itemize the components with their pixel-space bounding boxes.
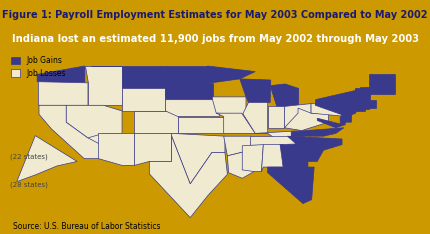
Polygon shape [355, 88, 367, 100]
Polygon shape [341, 109, 352, 122]
Text: (28 states): (28 states) [10, 182, 48, 188]
Polygon shape [291, 128, 344, 136]
Polygon shape [17, 136, 77, 182]
Text: Figure 1: Payroll Employment Estimates for May 2003 Compared to May 2002: Figure 1: Payroll Employment Estimates f… [2, 10, 428, 20]
Polygon shape [315, 88, 364, 117]
Polygon shape [369, 74, 395, 94]
Polygon shape [178, 117, 224, 133]
Polygon shape [267, 167, 314, 204]
Polygon shape [216, 113, 255, 133]
Polygon shape [166, 66, 208, 83]
Polygon shape [284, 104, 311, 128]
Polygon shape [242, 145, 263, 172]
Polygon shape [91, 66, 166, 88]
Polygon shape [311, 104, 347, 117]
Polygon shape [38, 82, 88, 105]
Polygon shape [295, 143, 323, 161]
Polygon shape [66, 105, 122, 138]
Polygon shape [340, 117, 346, 125]
Polygon shape [224, 136, 252, 156]
Polygon shape [37, 66, 85, 83]
Polygon shape [172, 133, 225, 184]
Text: Indiana lost an estimated 11,900 jobs from May 2002 through May 2003: Indiana lost an estimated 11,900 jobs fr… [12, 34, 418, 44]
Polygon shape [261, 145, 283, 172]
Polygon shape [166, 100, 219, 117]
Polygon shape [227, 150, 254, 178]
Polygon shape [255, 131, 302, 145]
Polygon shape [353, 105, 365, 111]
Polygon shape [122, 88, 166, 111]
Polygon shape [360, 87, 370, 100]
Polygon shape [284, 108, 329, 131]
Polygon shape [85, 66, 122, 105]
Text: Source: U.S. Bureau of Labor Statistics: Source: U.S. Bureau of Labor Statistics [13, 222, 160, 231]
Polygon shape [212, 97, 246, 114]
Polygon shape [135, 111, 178, 133]
Polygon shape [270, 84, 299, 107]
Polygon shape [280, 143, 308, 170]
Polygon shape [317, 118, 344, 128]
Polygon shape [98, 133, 135, 165]
Text: (22 states): (22 states) [10, 154, 48, 160]
Polygon shape [66, 105, 104, 146]
Polygon shape [365, 105, 369, 109]
Polygon shape [354, 100, 376, 108]
Polygon shape [39, 105, 103, 159]
Polygon shape [267, 106, 284, 128]
Polygon shape [135, 133, 172, 165]
Polygon shape [288, 136, 342, 150]
Polygon shape [240, 79, 271, 102]
Polygon shape [166, 83, 212, 100]
Polygon shape [208, 66, 255, 83]
Polygon shape [243, 102, 267, 133]
Legend: Job Gains, Job Losses: Job Gains, Job Losses [8, 53, 69, 81]
Polygon shape [250, 136, 304, 145]
Polygon shape [149, 136, 227, 218]
